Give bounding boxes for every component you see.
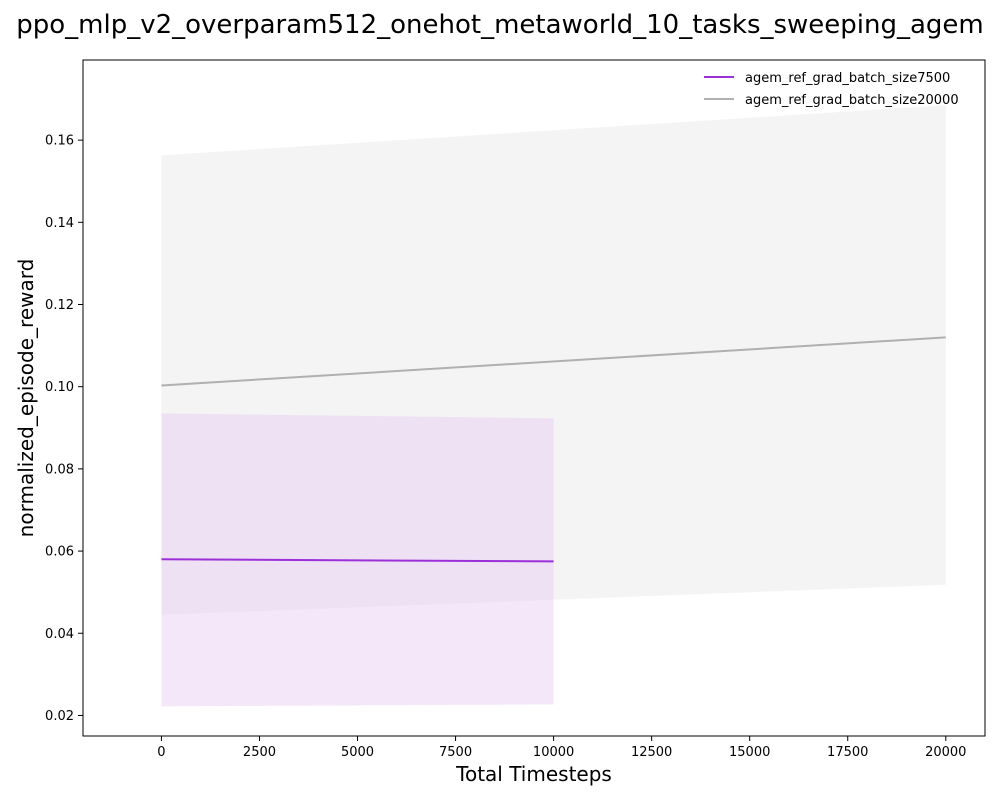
plot-frame	[82, 59, 986, 737]
y-tick-label: 0.08	[45, 462, 74, 477]
legend: agem_ref_grad_batch_size7500 agem_ref_gra…	[704, 71, 959, 108]
x-tick-label: 17500	[827, 745, 868, 760]
x-tick-label: 2500	[243, 745, 276, 760]
y-tick-label: 0.06	[45, 545, 74, 560]
x-axis-label: Total Timesteps	[455, 762, 612, 786]
y-axis-ticks: 0.02 0.04 0.06 0.08 0.10 0.12 0.14 0.16	[45, 134, 83, 724]
line-series-1	[161, 558, 554, 563]
x-tick-label: 0	[157, 745, 165, 760]
legend-label-2: agem_ref_grad_batch_size20000	[745, 93, 959, 108]
confidence-bands	[161, 105, 946, 707]
y-axis-label: normalized_episode_reward	[14, 259, 38, 538]
y-tick-label: 0.10	[45, 380, 74, 395]
legend-label-1: agem_ref_grad_batch_size7500	[745, 71, 950, 86]
y-tick-label: 0.14	[45, 216, 74, 231]
x-tick-label: 10000	[533, 745, 574, 760]
x-tick-label: 12500	[631, 745, 672, 760]
series-lines	[161, 336, 946, 563]
line-series-2	[161, 336, 946, 387]
chart-title: ppo_mlp_v2_overparam512_onehot_metaworld…	[16, 10, 984, 40]
y-tick-label: 0.16	[45, 134, 74, 149]
y-tick-label: 0.04	[45, 627, 74, 642]
x-tick-label: 20000	[925, 745, 966, 760]
x-axis-ticks: 0 2500 5000 7500 10000 12500 15000 17500 20000	[157, 736, 966, 760]
y-tick-label: 0.12	[45, 298, 74, 313]
x-tick-label: 7500	[439, 745, 472, 760]
x-tick-label: 15000	[729, 745, 770, 760]
band-series-2	[161, 105, 946, 615]
x-tick-label: 5000	[341, 745, 374, 760]
y-tick-label: 0.02	[45, 709, 74, 724]
